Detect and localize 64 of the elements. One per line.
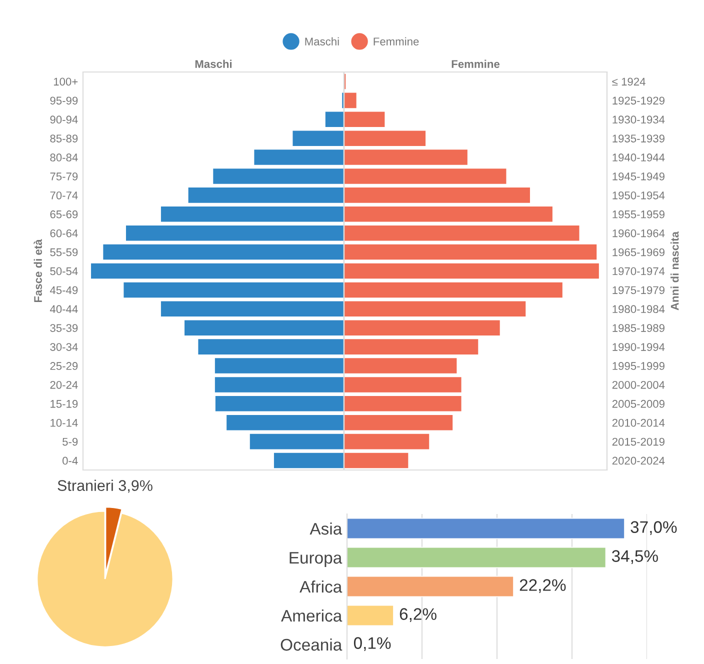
y-tick-label: 5-9	[62, 438, 78, 446]
y-tick-label: Europa	[290, 552, 342, 567]
bar	[347, 604, 394, 626]
y-tick-label: 60-64	[50, 229, 78, 238]
y2-tick-label: 1985-1989	[612, 324, 664, 332]
data-label: 37,0%	[630, 521, 677, 535]
slice-label: Stranieri 3,9%	[58, 480, 152, 493]
y-tick-label: 85-89	[50, 134, 78, 142]
y2-tick-label: 1965-1969	[612, 248, 664, 256]
y-tick-label: 65-69	[50, 210, 78, 218]
y-tick-label: 75-79	[50, 172, 78, 180]
legend-label: Femmine	[374, 37, 419, 46]
y-tick-label: 90-94	[50, 116, 78, 124]
y2-tick-label: 2020-2024	[612, 456, 665, 465]
y-tick-label: 20-24	[50, 380, 78, 389]
y2-tick-label: 1940-1944	[612, 154, 665, 162]
y2-tick-label: 1975-1979	[612, 286, 664, 294]
y-tick-label: Asia	[310, 522, 342, 535]
y2-tick-label: 2015-2019	[612, 438, 664, 446]
data-label: 34,5%	[612, 550, 658, 564]
y2-tick-label: 2000-2004	[612, 380, 665, 389]
y2-tick-label: 1930-1934	[612, 116, 665, 124]
y2-tick-label: 1950-1954	[612, 191, 665, 200]
y-tick-label: 55-59	[50, 248, 78, 256]
y-tick-label: 80-84	[50, 154, 78, 162]
y-tick-label: America	[281, 609, 342, 622]
chart-title: Maschi	[195, 60, 232, 68]
y-tick-label: Africa	[300, 580, 342, 593]
chart-title: Femmine	[452, 60, 500, 68]
y-tick-label: 45-49	[50, 286, 78, 294]
y-tick-label: 70-74	[50, 191, 78, 200]
y-tick-label: 30-34	[50, 343, 78, 351]
y2-tick-label: 1990-1994	[612, 343, 665, 351]
y-tick-label: 50-54	[50, 267, 78, 276]
bar	[347, 546, 606, 568]
y2-tick-label: 1995-1999	[612, 362, 664, 370]
y2-tick-label: 2005-2009	[612, 400, 664, 408]
legend-label: Maschi	[305, 37, 339, 46]
y2-tick-label: 1945-1949	[612, 172, 664, 180]
y-tick-label: 15-19	[50, 400, 78, 408]
y-tick-label: 0-4	[62, 456, 78, 465]
y2-tick-label: 1955-1959	[612, 210, 664, 218]
bar	[347, 576, 514, 598]
y-tick-label: 35-39	[50, 324, 78, 332]
y2-tick-label: ≤ 1924	[612, 78, 646, 86]
y2-axis-title: Anni di nascita	[670, 231, 679, 310]
bar	[344, 92, 358, 109]
y2-tick-label: 1925-1929	[612, 96, 664, 105]
y-tick-label: 100+	[54, 78, 78, 86]
y2-tick-label: 1970-1974	[612, 267, 665, 276]
y-tick-label: 40-44	[50, 305, 78, 314]
y-axis-title: Fasce di età	[34, 239, 42, 302]
y2-tick-label: 1980-1984	[612, 305, 665, 314]
y-tick-label: 95-99	[50, 96, 78, 105]
y-tick-label: Oceania	[280, 638, 342, 651]
y2-tick-label: 1960-1964	[612, 229, 665, 238]
y-tick-label: 10-14	[50, 418, 78, 427]
data-label: 0,1%	[354, 637, 391, 651]
bar	[347, 518, 625, 540]
y2-tick-label: 2010-2014	[612, 418, 665, 427]
y2-tick-label: 1935-1939	[612, 134, 664, 142]
data-label: 6,2%	[400, 608, 436, 622]
y-tick-label: 25-29	[50, 362, 78, 370]
data-label: 22,2%	[520, 579, 566, 593]
